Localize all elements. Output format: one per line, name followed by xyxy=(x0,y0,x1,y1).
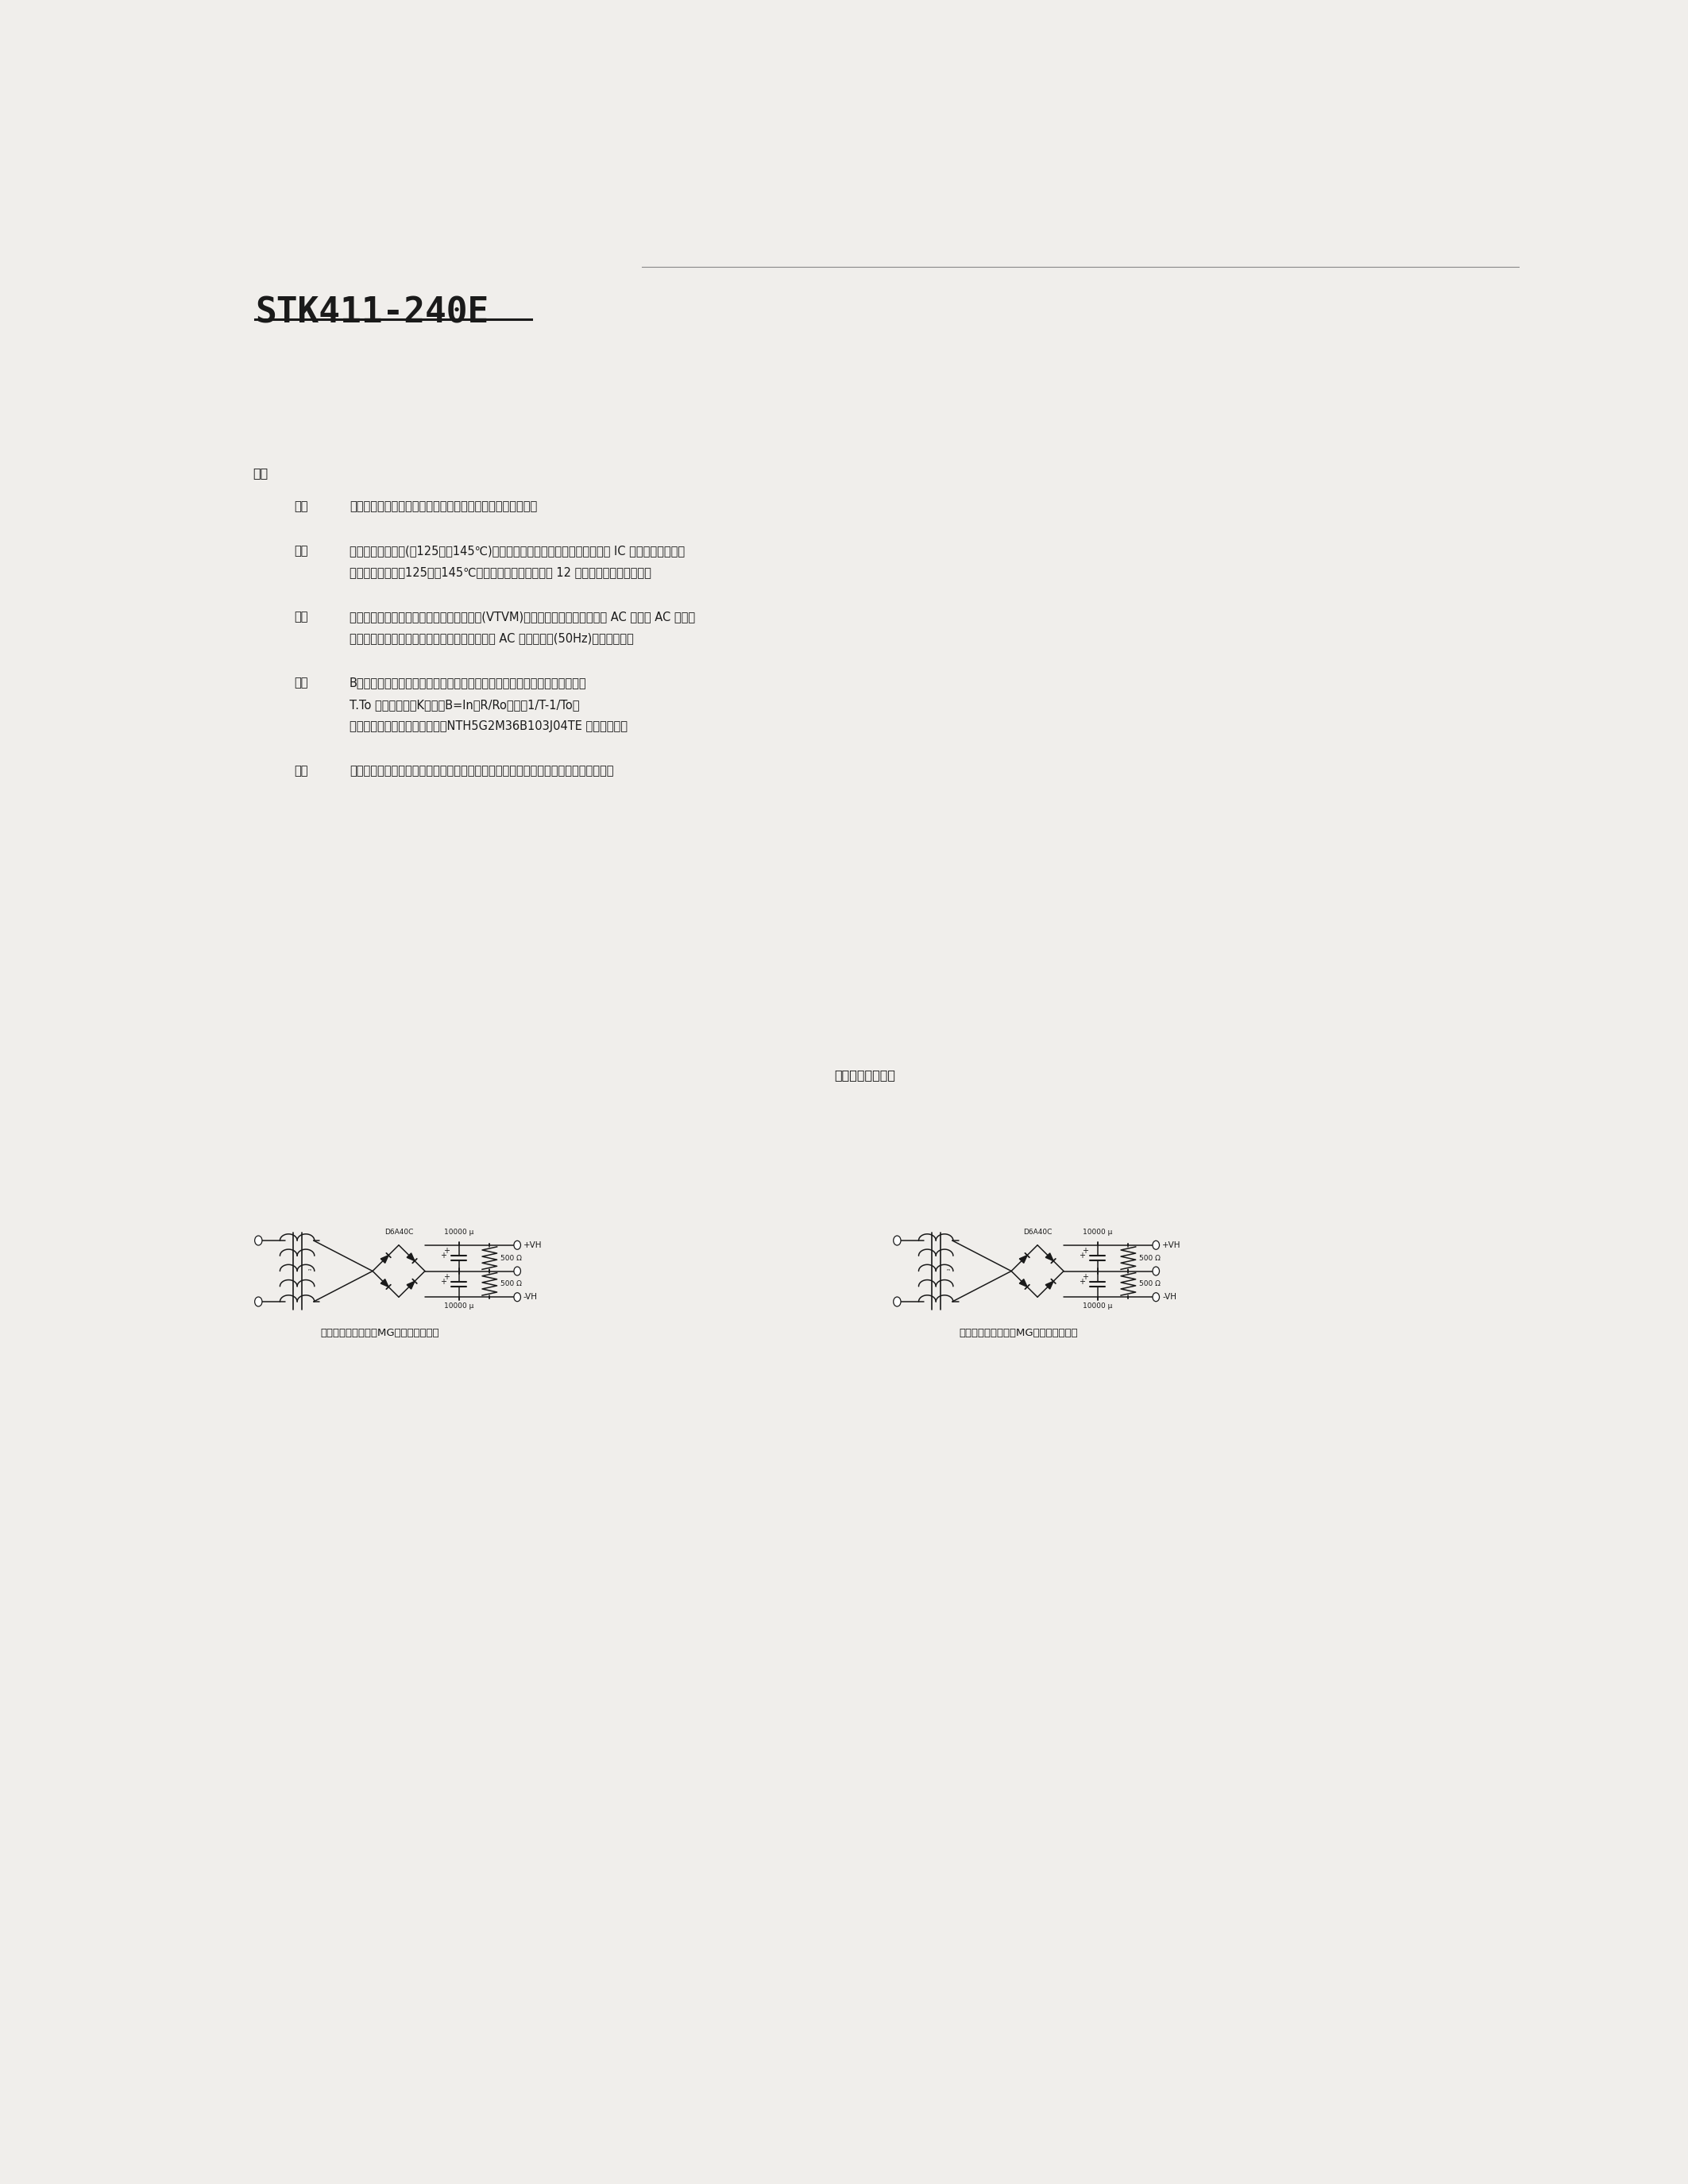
Text: 負荷短絡許容時間及び出力雑音電圧の測定は、下図の指定トランス電源を使用する。: 負荷短絡許容時間及び出力雑音電圧の測定は、下図の指定トランス電源を使用する。 xyxy=(349,764,614,778)
Circle shape xyxy=(513,1293,520,1302)
Text: STK411-240E: STK411-240E xyxy=(255,295,490,330)
Text: 10000 μ: 10000 μ xyxy=(444,1230,474,1236)
Text: 500 Ω: 500 Ω xyxy=(501,1280,522,1289)
Text: ラインのフリッカ性ノイズの影響をなくすため AC 安定化電源(50Hz)を使用する。: ラインのフリッカ性ノイズの影響をなくすため AC 安定化電源(50Hz)を使用す… xyxy=(349,633,633,644)
Polygon shape xyxy=(1045,1254,1053,1260)
Text: +: + xyxy=(1079,1278,1085,1286)
Text: ᵐ: ᵐ xyxy=(947,1269,950,1273)
Text: 備考: 備考 xyxy=(253,467,268,478)
Text: ＊３: ＊３ xyxy=(294,612,307,622)
Text: ＊２: ＊２ xyxy=(294,544,307,557)
Text: -VH: -VH xyxy=(523,1293,538,1302)
Polygon shape xyxy=(381,1256,388,1262)
Text: +VH: +VH xyxy=(1161,1241,1182,1249)
Text: 10000 μ: 10000 μ xyxy=(1082,1302,1112,1310)
Text: 過熱検出素子温度(＋125〜＋145℃)は、異常時の動作を前提とするもので IC の動作を保証する: 過熱検出素子温度(＋125〜＋145℃)は、異常時の動作を前提とするもので IC… xyxy=(349,544,685,557)
Text: ＊５: ＊５ xyxy=(294,764,307,778)
Text: +: + xyxy=(1082,1247,1089,1256)
Circle shape xyxy=(513,1267,520,1275)
Text: D6A40C: D6A40C xyxy=(385,1230,414,1236)
Text: ＊１: ＊１ xyxy=(294,500,307,513)
Text: 500 Ω: 500 Ω xyxy=(501,1254,522,1262)
Text: 10000 μ: 10000 μ xyxy=(1082,1230,1112,1236)
Text: ᵐ: ᵐ xyxy=(307,1269,311,1273)
Polygon shape xyxy=(1020,1256,1028,1262)
Circle shape xyxy=(513,1241,520,1249)
Circle shape xyxy=(1153,1241,1160,1249)
Text: +: + xyxy=(441,1278,446,1286)
Circle shape xyxy=(255,1297,262,1306)
Text: B定数：規定された周囲温度２点での抵抗値を用いて、次式より算出する。: B定数：規定された周囲温度２点での抵抗値を用いて、次式より算出する。 xyxy=(349,677,587,688)
Text: 出力雑音電圧は、平均値指示型実行値目盛(VTVM)のピーク値を示す。但し， AC 電源は AC 一次側: 出力雑音電圧は、平均値指示型実行値目盛(VTVM)のピーク値を示す。但し， AC… xyxy=(349,612,695,622)
Text: 指定トランス電源: 指定トランス電源 xyxy=(834,1070,896,1081)
Text: -VH: -VH xyxy=(1161,1293,1177,1302)
Text: 検査時の電源には指定のないかぎり定電圧電源を使用する。: 検査時の電源には指定のないかぎり定電圧電源を使用する。 xyxy=(349,500,537,513)
Polygon shape xyxy=(407,1282,415,1289)
Text: 温度ではない。＋125〜＋145℃の温度範囲では累積時間 12 時間以内の使用とする。: 温度ではない。＋125〜＋145℃の温度範囲では累積時間 12 時間以内の使用と… xyxy=(349,566,652,579)
Text: 過熱検出素子は村田製作所製　NTH5G2M36B103J04TE を使用する。: 過熱検出素子は村田製作所製 NTH5G2M36B103J04TE を使用する。 xyxy=(349,721,628,732)
Polygon shape xyxy=(1045,1282,1053,1289)
Text: +: + xyxy=(444,1273,449,1280)
Circle shape xyxy=(1153,1267,1160,1275)
Text: +: + xyxy=(444,1247,449,1256)
Circle shape xyxy=(1153,1293,1160,1302)
Polygon shape xyxy=(381,1280,388,1286)
Circle shape xyxy=(255,1236,262,1245)
Text: +: + xyxy=(1079,1251,1085,1260)
Text: 指定トランス電源（MG－２００相当）: 指定トランス電源（MG－２００相当） xyxy=(959,1328,1077,1339)
Text: 500 Ω: 500 Ω xyxy=(1139,1254,1161,1262)
Circle shape xyxy=(893,1236,901,1245)
Text: +: + xyxy=(441,1251,446,1260)
Text: +VH: +VH xyxy=(523,1241,542,1249)
Text: +: + xyxy=(1082,1273,1089,1280)
Polygon shape xyxy=(407,1254,415,1260)
Text: 指定トランス電源（MG－２５０相当）: 指定トランス電源（MG－２５０相当） xyxy=(321,1328,439,1339)
Text: D6A40C: D6A40C xyxy=(1023,1230,1052,1236)
Text: 10000 μ: 10000 μ xyxy=(444,1302,474,1310)
Polygon shape xyxy=(1020,1280,1028,1286)
Text: ＊４: ＊４ xyxy=(294,677,307,688)
Circle shape xyxy=(893,1297,901,1306)
Text: 500 Ω: 500 Ω xyxy=(1139,1280,1161,1289)
Text: T.To は絶対温度（K）　　B=ln（R/Ro）／（1/T-1/To）: T.To は絶対温度（K） B=ln（R/Ro）／（1/T-1/To） xyxy=(349,699,579,710)
